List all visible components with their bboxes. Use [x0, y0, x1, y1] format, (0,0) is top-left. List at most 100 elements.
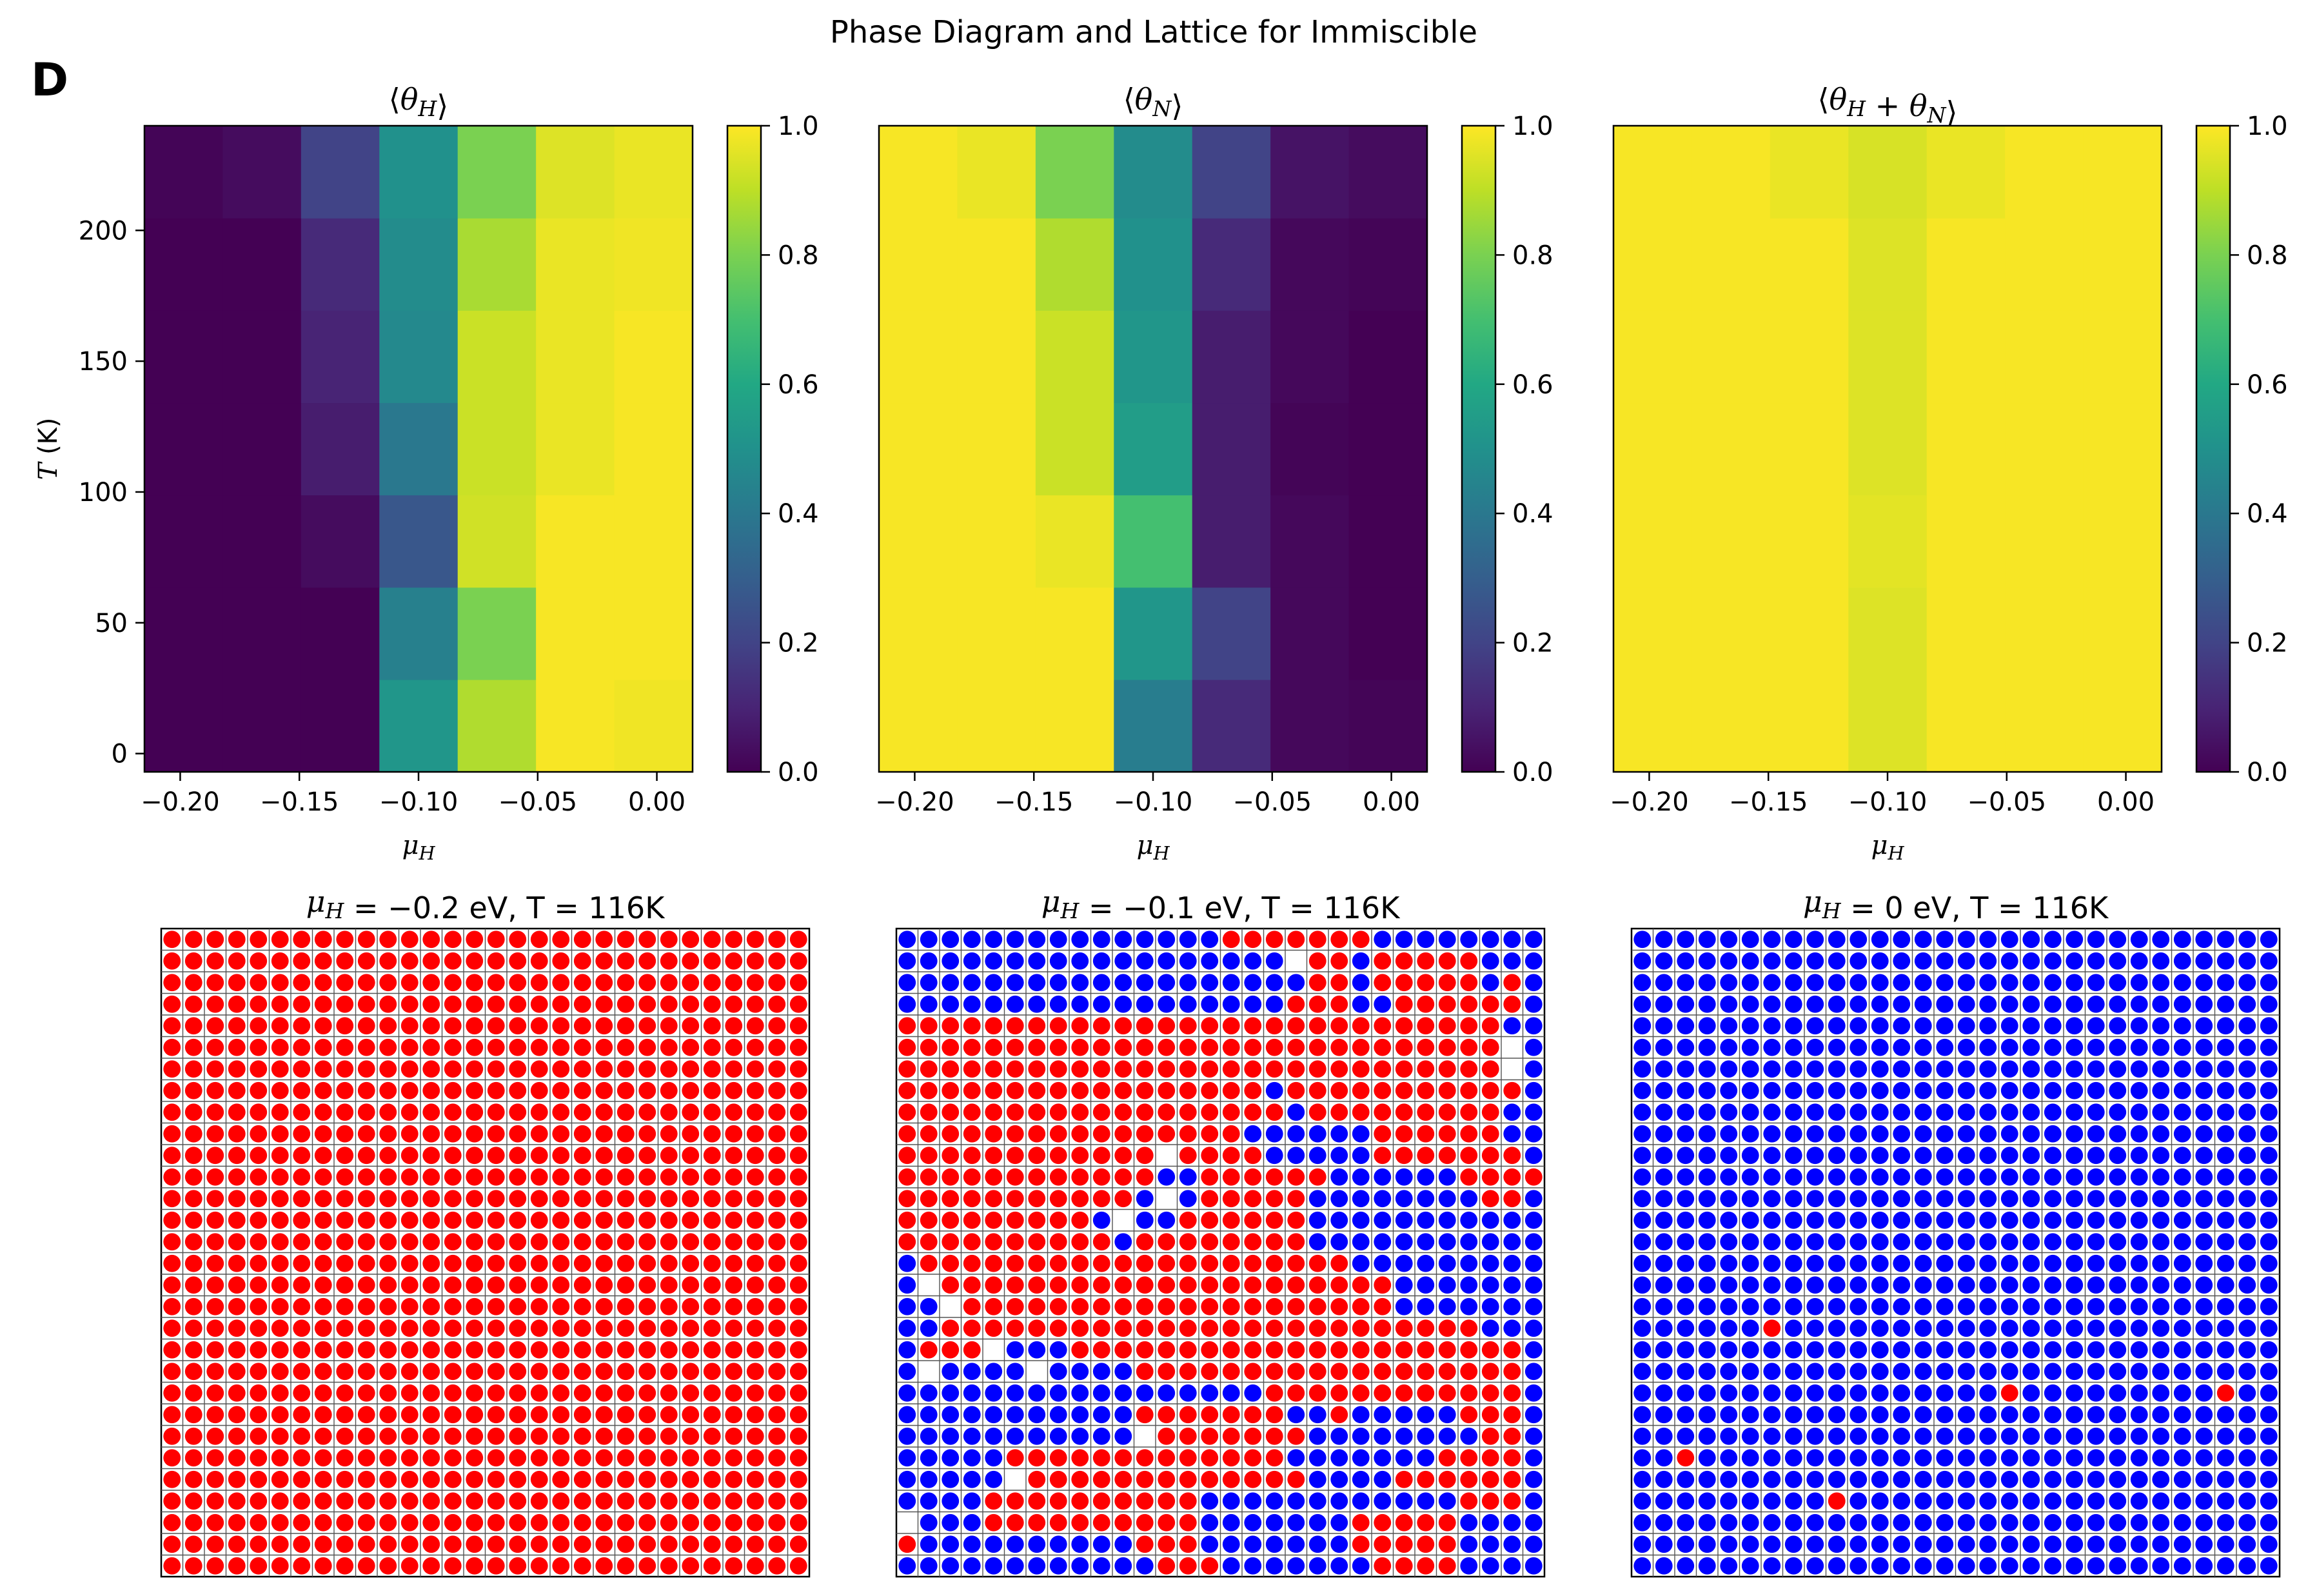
- n-site: [1438, 1406, 1456, 1424]
- h-site: [1265, 1038, 1283, 1056]
- h-site: [1092, 1449, 1110, 1467]
- h-site: [746, 1168, 764, 1186]
- h-site: [163, 1363, 181, 1381]
- n-site: [1503, 1276, 1521, 1294]
- n-site: [1698, 1254, 1716, 1272]
- h-site: [638, 1168, 656, 1186]
- n-site: [2195, 931, 2213, 949]
- n-site: [1524, 995, 1543, 1013]
- n-site: [1633, 1297, 1652, 1315]
- h-site: [703, 1406, 721, 1424]
- h-site: [552, 1513, 570, 1532]
- h-site: [1503, 1363, 1521, 1381]
- n-site: [2238, 1297, 2256, 1315]
- n-site: [2087, 1363, 2105, 1381]
- h-site: [573, 995, 591, 1013]
- n-site: [1741, 1254, 1759, 1272]
- n-site: [1460, 1297, 1478, 1315]
- h-site: [1374, 1319, 1392, 1337]
- h-site: [616, 1449, 635, 1467]
- heatmap-cell: [1692, 310, 1771, 404]
- h-site: [963, 1341, 981, 1359]
- h-site: [228, 1406, 246, 1424]
- n-site: [898, 1427, 916, 1445]
- n-site: [1741, 1470, 1759, 1488]
- heatmap-cell: [1848, 495, 1928, 588]
- n-site: [1308, 1513, 1327, 1532]
- n-site: [1633, 1147, 1652, 1165]
- n-site: [1979, 1492, 1997, 1510]
- n-site: [1936, 1427, 1954, 1445]
- h-site: [1201, 1254, 1219, 1272]
- h-site: [379, 1254, 397, 1272]
- heatmap-cell: [1035, 126, 1114, 219]
- n-site: [1524, 1513, 1543, 1532]
- n-site: [1222, 1492, 1240, 1510]
- h-site: [638, 1060, 656, 1078]
- n-site: [2195, 1147, 2213, 1165]
- n-site: [1330, 1557, 1348, 1575]
- n-site: [1352, 1211, 1370, 1229]
- n-site: [2238, 1147, 2256, 1165]
- title-text: ⟨: [1818, 82, 1830, 117]
- n-site: [1914, 1211, 1932, 1229]
- colorbar-tick-label: 0.4: [778, 499, 819, 529]
- n-site: [2173, 1254, 2191, 1272]
- h-site: [228, 1297, 246, 1315]
- n-site: [2216, 952, 2234, 970]
- n-site: [2152, 1470, 2170, 1488]
- n-site: [1720, 1060, 1738, 1078]
- h-site: [725, 1492, 743, 1510]
- n-site: [1914, 1103, 1932, 1121]
- n-site: [1957, 1557, 1975, 1575]
- h-site: [660, 1492, 678, 1510]
- h-site: [466, 1168, 484, 1186]
- h-site: [703, 1125, 721, 1143]
- n-site: [1914, 1384, 1932, 1402]
- n-site: [2066, 1297, 2084, 1315]
- h-site: [379, 974, 397, 992]
- h-site: [400, 1427, 419, 1445]
- n-site: [1893, 1276, 1911, 1294]
- h-site: [768, 1147, 786, 1165]
- n-site: [2130, 1190, 2148, 1208]
- h-site: [509, 1081, 527, 1099]
- h-site: [1374, 1147, 1392, 1165]
- h-site: [206, 1427, 224, 1445]
- h-site: [660, 1276, 678, 1294]
- h-site: [314, 1319, 332, 1337]
- h-site: [1179, 1060, 1197, 1078]
- n-site: [985, 995, 1003, 1013]
- n-site: [1893, 1513, 1911, 1532]
- n-site: [1914, 1449, 1932, 1467]
- heatmap-cell: [614, 310, 693, 404]
- h-site: [768, 1060, 786, 1078]
- n-site: [1871, 1103, 1889, 1121]
- n-site: [1395, 1211, 1413, 1229]
- n-site: [1893, 1470, 1911, 1488]
- h-site: [336, 931, 354, 949]
- h-site: [768, 1168, 786, 1186]
- h-site: [725, 1060, 743, 1078]
- h-site: [422, 952, 440, 970]
- n-site: [1287, 1557, 1305, 1575]
- n-site: [1979, 995, 1997, 1013]
- n-site: [1308, 1190, 1327, 1208]
- n-site: [1914, 1319, 1932, 1337]
- n-site: [1006, 1557, 1024, 1575]
- h-site: [1092, 1038, 1110, 1056]
- h-site: [703, 995, 721, 1013]
- h-site: [250, 1384, 268, 1402]
- n-site: [2087, 1535, 2105, 1553]
- n-site: [1979, 1060, 1997, 1078]
- h-site: [682, 1147, 700, 1165]
- h-site: [466, 1233, 484, 1251]
- n-site: [1849, 1557, 1868, 1575]
- h-site: [1201, 1276, 1219, 1294]
- h-site: [422, 1470, 440, 1488]
- h-site: [1308, 952, 1327, 970]
- h-site: [228, 1060, 246, 1078]
- n-site: [1871, 1211, 1889, 1229]
- n-site: [1655, 1190, 1673, 1208]
- h-site: [314, 1406, 332, 1424]
